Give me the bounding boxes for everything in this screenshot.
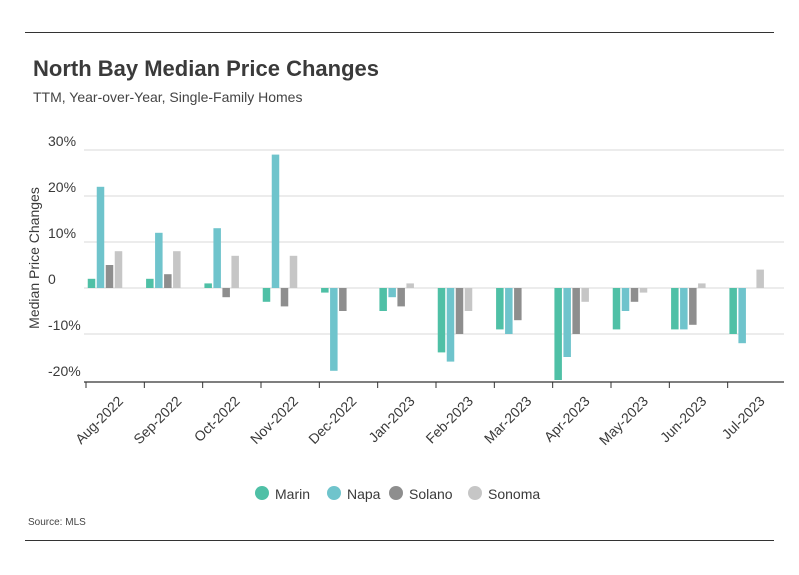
bar-solano-nov-2022 [280, 288, 289, 307]
legend-swatch-marin [255, 486, 269, 500]
bar-sonoma-sep-2022 [173, 251, 181, 288]
bar-marin-jul-2023 [729, 288, 737, 334]
bar-marin-feb-2023 [437, 288, 446, 353]
y-tick-label: 30% [48, 133, 76, 149]
x-tick-label: Jan-2023 [365, 393, 418, 446]
x-tick-label: Jul-2023 [719, 393, 768, 442]
bar-sonoma-feb-2023 [464, 288, 473, 311]
x-tick-label: Sep-2022 [130, 393, 184, 447]
bar-marin-apr-2023 [554, 288, 562, 380]
bar-napa-sep-2022 [155, 232, 163, 288]
bar-napa-nov-2022 [271, 154, 280, 288]
bar-marin-oct-2022 [204, 283, 212, 288]
y-tick-label: 10% [48, 225, 76, 241]
bottom-rule [25, 540, 774, 541]
bar-marin-dec-2022 [321, 288, 329, 293]
bar-solano-apr-2023 [572, 288, 580, 334]
legend-swatch-napa [327, 486, 341, 500]
bar-marin-nov-2022 [262, 288, 271, 302]
bar-sonoma-jun-2023 [698, 283, 706, 288]
x-axis: Aug-2022 Sep-2022 Oct-2022 Nov-2022 Dec-2022… [72, 381, 784, 448]
bar-napa-feb-2023 [446, 288, 455, 362]
bar-napa-mar-2023 [505, 288, 513, 334]
bar-marin-aug-2022 [87, 278, 96, 288]
bar-solano-mar-2023 [514, 288, 522, 321]
x-tick-label: Apr-2023 [541, 393, 593, 445]
bar-solano-jan-2023 [397, 288, 405, 307]
bar-napa-jul-2023 [738, 288, 746, 344]
bar-sonoma-aug-2022 [114, 251, 123, 288]
bar-marin-jan-2023 [379, 288, 387, 311]
bar-marin-jun-2023 [671, 288, 679, 330]
y-tick-label: -20% [48, 363, 81, 379]
bar-solano-feb-2023 [455, 288, 464, 334]
chart-title: North Bay Median Price Changes [33, 56, 379, 81]
bar-napa-jun-2023 [680, 288, 688, 330]
bar-napa-dec-2022 [330, 288, 338, 371]
bar-solano-jun-2023 [689, 288, 697, 325]
bar-sonoma-jul-2023 [756, 269, 764, 288]
bar-solano-oct-2022 [222, 288, 230, 298]
chart-subtitle: TTM, Year-over-Year, Single-Family Homes [33, 89, 303, 105]
bar-solano-sep-2022 [164, 274, 172, 288]
bar-sonoma-may-2023 [639, 288, 648, 293]
y-axis: 30% 20% 10% 0 -10% -20% [48, 133, 81, 379]
bar-sonoma-apr-2023 [581, 288, 589, 302]
legend-label-marin: Marin [275, 486, 310, 502]
x-tick-label: Nov-2022 [247, 393, 301, 447]
bar-solano-aug-2022 [105, 265, 114, 288]
bar-marin-mar-2023 [496, 288, 504, 330]
bar-marin-sep-2022 [146, 278, 154, 288]
x-tick-label: Mar-2023 [481, 393, 535, 447]
legend-label-napa: Napa [347, 486, 381, 502]
x-tick-label: May-2023 [596, 393, 651, 448]
y-tick-label: -10% [48, 317, 81, 333]
x-tick-label: Aug-2022 [72, 393, 126, 447]
bars [87, 154, 764, 380]
legend-label-sonoma: Sonoma [488, 486, 540, 502]
legend: Marin Napa Solano Sonoma [255, 486, 540, 502]
bar-solano-dec-2022 [339, 288, 347, 311]
top-rule [25, 32, 774, 33]
y-tick-label: 20% [48, 179, 76, 195]
gridlines [84, 149, 784, 335]
source-note: Source: MLS [28, 517, 86, 528]
bar-napa-jan-2023 [388, 288, 396, 298]
legend-swatch-solano [389, 486, 403, 500]
bar-marin-may-2023 [612, 288, 621, 330]
bar-napa-oct-2022 [213, 228, 221, 288]
bar-napa-may-2023 [621, 288, 630, 311]
legend-swatch-sonoma [468, 486, 482, 500]
y-axis-label: Median Price Changes [26, 187, 42, 329]
x-tick-label: Jun-2023 [657, 393, 710, 446]
bar-sonoma-jan-2023 [406, 283, 414, 288]
legend-label-solano: Solano [409, 486, 453, 502]
bar-sonoma-nov-2022 [289, 255, 298, 288]
y-tick-label: 0 [48, 271, 56, 287]
bar-solano-may-2023 [630, 288, 639, 302]
x-tick-label: Dec-2022 [305, 393, 359, 447]
x-tick-label: Oct-2022 [191, 393, 243, 445]
x-tick-label: Feb-2023 [422, 393, 476, 447]
bar-napa-apr-2023 [563, 288, 571, 357]
bar-napa-aug-2022 [96, 186, 105, 288]
bar-sonoma-oct-2022 [231, 255, 239, 288]
